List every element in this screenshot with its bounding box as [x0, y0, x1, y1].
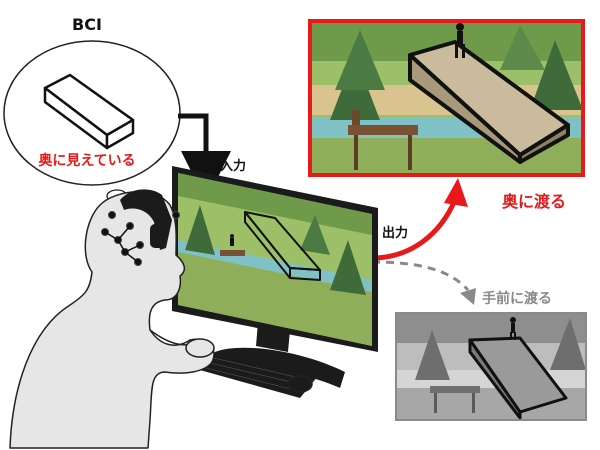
bubble-caption: 奥に見えている — [38, 153, 136, 169]
input-label: 入力 — [220, 159, 247, 174]
far-crossing-scene — [308, 19, 585, 177]
output-arrowhead-far — [444, 178, 468, 207]
imagined-block-icon — [43, 73, 135, 150]
input-arrow — [178, 113, 231, 201]
avatar-figure — [455, 23, 465, 58]
far-crossing-label: 奥に渡る — [502, 192, 567, 211]
eeg-headset — [101, 189, 180, 266]
hands — [185, 338, 313, 393]
output-label: 出力 — [382, 226, 409, 241]
output-arrow-near — [371, 260, 470, 292]
output-arrow-far — [371, 199, 458, 261]
near-crossing-label: 手前に渡る — [482, 291, 552, 307]
output-arrowhead-near — [460, 288, 476, 305]
monitor — [172, 166, 378, 388]
near-crossing-scene — [395, 312, 587, 421]
bci-title: BCI — [72, 15, 102, 34]
